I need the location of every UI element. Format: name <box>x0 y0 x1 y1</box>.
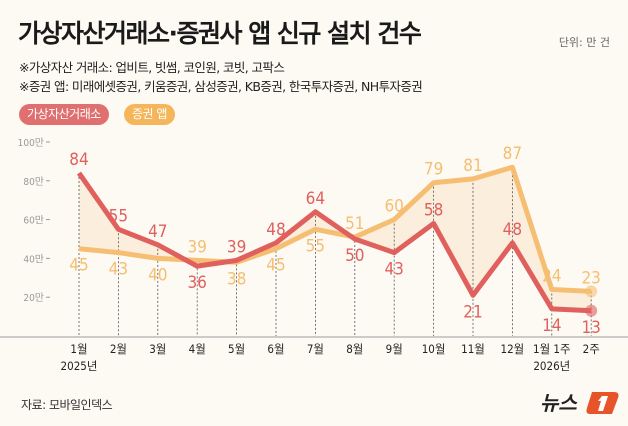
year-label: 2025년 <box>61 359 98 373</box>
data-label: 21 <box>463 302 482 322</box>
y-tick-label: 100만 <box>18 137 44 149</box>
data-label: 23 <box>581 268 600 288</box>
x-tick-label: 11월 <box>461 342 485 356</box>
legend-securities: 증권 앱 <box>124 104 175 125</box>
data-label: 40 <box>148 265 167 285</box>
source-label: 자료: 모바일인덱스 <box>21 398 113 412</box>
note-crypto: ※가상자산 거래소: 업비트, 빗썸, 코인원, 코빗, 고팍스 <box>19 60 285 75</box>
series-end-marker-1 <box>585 285 598 298</box>
x-tick-label: 12월 <box>501 342 525 356</box>
series-line-1 <box>78 164 592 294</box>
data-label: 43 <box>384 260 403 280</box>
y-tick-label: 80만 <box>23 176 44 188</box>
data-label: 45 <box>69 256 88 276</box>
data-label: 36 <box>187 273 206 293</box>
data-label: 87 <box>503 144 522 164</box>
series-line-0 <box>76 171 592 314</box>
news1-logo: 뉴스 <box>540 388 620 422</box>
data-label: 60 <box>384 197 403 217</box>
x-tick-label: 10월 <box>422 342 446 356</box>
x-tick-label: 8월 <box>346 342 363 356</box>
x-tick-label: 1월 1주 <box>533 342 571 356</box>
data-label: 58 <box>424 200 443 220</box>
x-tick-label: 1월 <box>70 342 87 356</box>
x-tick-label: 2월 <box>110 342 127 356</box>
unit-label: 단위: 만 건 <box>558 36 610 49</box>
data-label: 39 <box>187 237 206 257</box>
data-label: 55 <box>109 206 128 226</box>
svg-text:뉴스: 뉴스 <box>540 391 578 415</box>
data-label: 55 <box>306 236 325 256</box>
x-tick-label: 3월 <box>149 342 166 356</box>
data-label: 47 <box>148 222 167 242</box>
x-tick-label: 6월 <box>267 342 284 356</box>
data-label: 48 <box>266 220 285 240</box>
data-label: 13 <box>581 318 600 338</box>
legend-crypto: 가상자산거래소 <box>19 104 109 125</box>
x-tick-label: 2주 <box>583 342 600 356</box>
data-label: 50 <box>345 246 364 266</box>
page-title: 가상자산거래소·증권사 앱 신규 설치 건수 <box>18 19 422 48</box>
note-securities: ※증권 앱: 미래에셋증권, 키움증권, 삼성증권, KB증권, 한국투자증권,… <box>19 79 423 94</box>
data-label: 43 <box>109 260 128 280</box>
data-label: 84 <box>69 150 88 170</box>
x-tick-label: 5월 <box>228 342 245 356</box>
series-end-marker-0 <box>585 304 598 317</box>
data-label: 24 <box>542 266 561 286</box>
data-label: 45 <box>266 256 285 276</box>
x-tick-label: 9월 <box>386 342 403 356</box>
data-label: 64 <box>306 189 325 209</box>
data-label: 38 <box>227 269 246 289</box>
data-label: 79 <box>424 160 443 180</box>
year-label: 2026년 <box>533 359 570 373</box>
data-label: 39 <box>227 237 246 257</box>
y-tick-label: 20만 <box>23 292 44 304</box>
data-label: 14 <box>542 316 561 336</box>
y-tick-label: 40만 <box>23 253 44 265</box>
data-label: 81 <box>463 156 482 176</box>
y-tick-label: 60만 <box>23 215 44 227</box>
x-tick-label: 7월 <box>307 342 324 356</box>
data-label: 48 <box>503 220 522 240</box>
data-label: 51 <box>345 214 364 234</box>
x-tick-label: 4월 <box>189 342 206 356</box>
